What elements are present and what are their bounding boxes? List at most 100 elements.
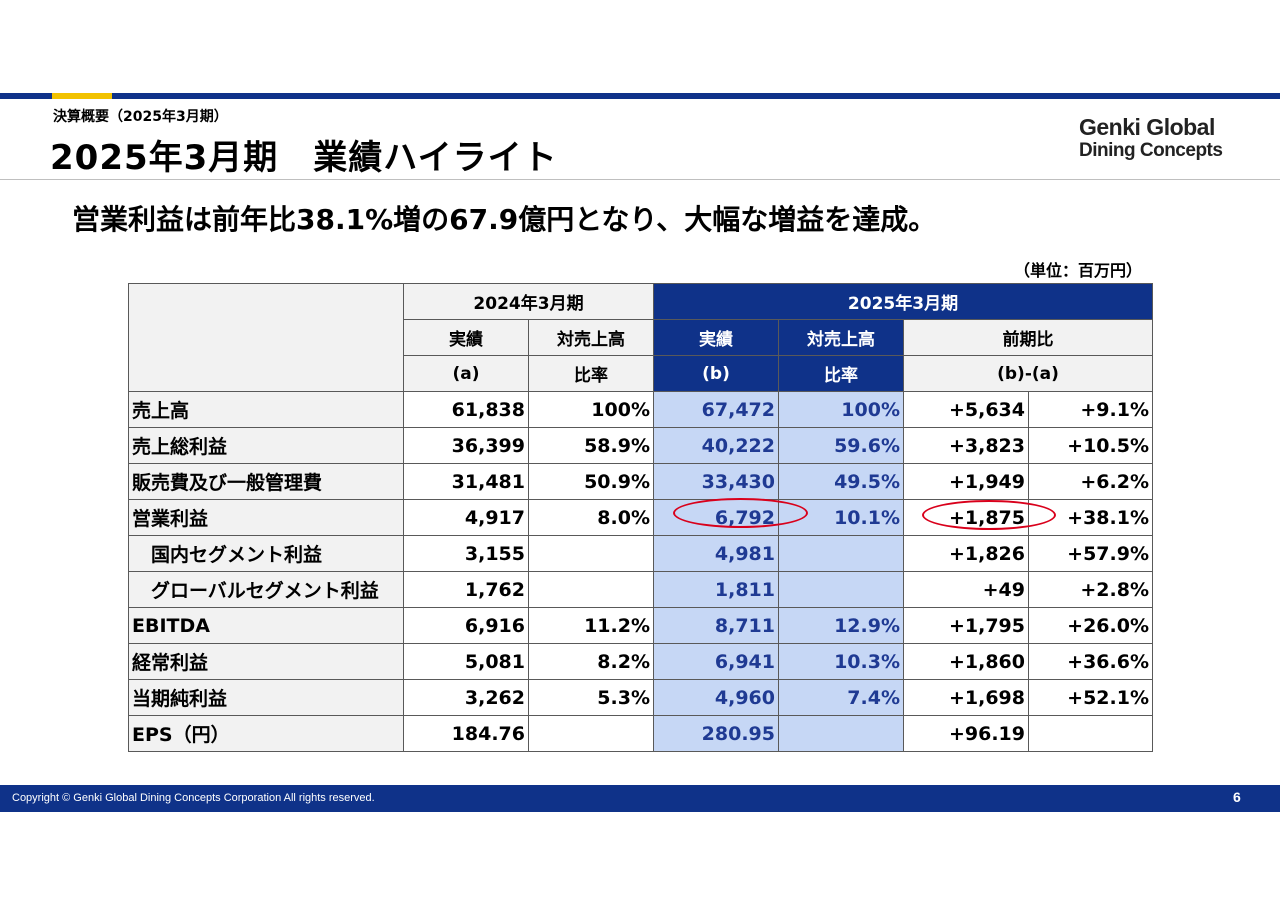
col-header-prev-ratio-1: 対売上高 xyxy=(528,319,654,356)
cell-yoy-diff: +1,795 xyxy=(903,607,1029,644)
cell-prev-ratio: 100% xyxy=(528,391,654,428)
col-header-curr-actual: 実績 xyxy=(653,319,779,356)
cell-prev-actual: 1,762 xyxy=(403,571,529,608)
highlight-circle-operating-profit xyxy=(673,498,808,528)
cell-yoy-diff: +3,823 xyxy=(903,427,1029,464)
table-row: グローバルセグメント利益 1,762 1,811 +49 +2.8% xyxy=(128,571,1153,608)
group-header-curr: 2025年3月期 xyxy=(653,283,1153,320)
cell-prev-ratio: 8.2% xyxy=(528,643,654,680)
row-label: 売上高 xyxy=(128,391,404,428)
cell-curr-ratio: 49.5% xyxy=(778,463,904,500)
cell-curr-ratio: 7.4% xyxy=(778,679,904,716)
cell-yoy-pct: +2.8% xyxy=(1028,571,1153,608)
table-row: 販売費及び一般管理費 31,481 50.9% 33,430 49.5% +1,949 +6… xyxy=(128,463,1153,500)
company-logo: Genki Global Dining Concepts xyxy=(1079,114,1249,161)
row-label: 営業利益 xyxy=(128,499,404,536)
table-row: EBITDA 6,916 11.2% 8,711 12.9% +1,795 +26.0% xyxy=(128,607,1153,644)
cell-yoy-pct: +36.6% xyxy=(1028,643,1153,680)
col-header-a: (a) xyxy=(403,355,529,392)
cell-curr-actual: 67,472 xyxy=(653,391,779,428)
table-row: 売上高 61,838 100% 67,472 100% +5,634 +9.1% xyxy=(128,391,1153,428)
cell-curr-actual: 4,960 xyxy=(653,679,779,716)
table-row: 当期純利益 3,262 5.3% 4,960 7.4% +1,698 +52.1% xyxy=(128,679,1153,716)
col-header-curr-ratio-1: 対売上高 xyxy=(778,319,904,356)
cell-yoy-pct: +6.2% xyxy=(1028,463,1153,500)
row-label: EBITDA xyxy=(128,607,404,644)
cell-curr-actual: 6,941 xyxy=(653,643,779,680)
cell-curr-actual: 33,430 xyxy=(653,463,779,500)
logo-line-2: Dining Concepts xyxy=(1079,140,1223,161)
cell-curr-actual: 40,222 xyxy=(653,427,779,464)
top-accent-bar xyxy=(52,93,112,99)
row-label: 経常利益 xyxy=(128,643,404,680)
row-label: 売上総利益 xyxy=(128,427,404,464)
cell-curr-ratio xyxy=(778,571,904,608)
row-label: 国内セグメント利益 xyxy=(128,535,404,572)
page-title: 2025年3月期 業績ハイライト xyxy=(50,138,558,178)
cell-prev-ratio xyxy=(528,535,654,572)
footer-bar xyxy=(0,785,1280,812)
top-rule xyxy=(0,93,1280,99)
cell-curr-ratio xyxy=(778,535,904,572)
cell-yoy-diff: +1,949 xyxy=(903,463,1029,500)
cell-prev-actual: 3,155 xyxy=(403,535,529,572)
cell-prev-actual: 3,262 xyxy=(403,679,529,716)
cell-curr-actual: 4,981 xyxy=(653,535,779,572)
cell-yoy-diff: +96.19 xyxy=(903,715,1029,752)
table-row: 売上総利益 36,399 58.9% 40,222 59.6% +3,823 +10.5% xyxy=(128,427,1153,464)
row-label: 当期純利益 xyxy=(128,679,404,716)
cell-yoy-pct xyxy=(1028,715,1153,752)
title-divider xyxy=(0,179,1280,180)
col-header-curr-ratio-2: 比率 xyxy=(778,355,904,392)
logo-line-1: Genki Global xyxy=(1079,114,1215,140)
cell-curr-ratio xyxy=(778,715,904,752)
col-header-yoy: 前期比 xyxy=(903,319,1153,356)
cell-prev-actual: 61,838 xyxy=(403,391,529,428)
col-header-b: (b) xyxy=(653,355,779,392)
cell-yoy-pct: +9.1% xyxy=(1028,391,1153,428)
row-label: 販売費及び一般管理費 xyxy=(128,463,404,500)
cell-prev-ratio xyxy=(528,571,654,608)
row-label: EPS（円） xyxy=(128,715,404,752)
cell-yoy-pct: +52.1% xyxy=(1028,679,1153,716)
cell-yoy-pct: +26.0% xyxy=(1028,607,1153,644)
cell-prev-actual: 184.76 xyxy=(403,715,529,752)
cell-yoy-pct: +10.5% xyxy=(1028,427,1153,464)
highlight-circle-operating-profit-diff xyxy=(922,500,1056,530)
cell-curr-ratio: 59.6% xyxy=(778,427,904,464)
page-number: 6 xyxy=(1233,789,1241,805)
cell-prev-ratio xyxy=(528,715,654,752)
cell-yoy-diff: +1,860 xyxy=(903,643,1029,680)
col-header-prev-actual: 実績 xyxy=(403,319,529,356)
cell-curr-actual: 280.95 xyxy=(653,715,779,752)
cell-prev-actual: 5,081 xyxy=(403,643,529,680)
cell-prev-ratio: 58.9% xyxy=(528,427,654,464)
cell-prev-ratio: 8.0% xyxy=(528,499,654,536)
cell-prev-actual: 36,399 xyxy=(403,427,529,464)
cell-yoy-diff: +5,634 xyxy=(903,391,1029,428)
cell-prev-actual: 6,916 xyxy=(403,607,529,644)
cell-curr-actual: 8,711 xyxy=(653,607,779,644)
cell-prev-ratio: 11.2% xyxy=(528,607,654,644)
table-row: 経常利益 5,081 8.2% 6,941 10.3% +1,860 +36.6% xyxy=(128,643,1153,680)
cell-yoy-diff: +1,826 xyxy=(903,535,1029,572)
cell-prev-ratio: 50.9% xyxy=(528,463,654,500)
header-corner xyxy=(128,283,404,392)
cell-prev-actual: 31,481 xyxy=(403,463,529,500)
cell-curr-ratio: 10.3% xyxy=(778,643,904,680)
headline: 営業利益は前年比38.1%増の67.9億円となり、大幅な増益を達成。 xyxy=(72,203,937,236)
group-header-prev: 2024年3月期 xyxy=(403,283,654,320)
cell-curr-ratio: 100% xyxy=(778,391,904,428)
table-row: 国内セグメント利益 3,155 4,981 +1,826 +57.9% xyxy=(128,535,1153,572)
cell-yoy-diff: +49 xyxy=(903,571,1029,608)
unit-label: （単位：百万円） xyxy=(1014,261,1143,280)
cell-prev-ratio: 5.3% xyxy=(528,679,654,716)
cell-yoy-diff: +1,698 xyxy=(903,679,1029,716)
table-row: EPS（円） 184.76 280.95 +96.19 xyxy=(128,715,1153,752)
cell-curr-ratio: 12.9% xyxy=(778,607,904,644)
col-header-diff: (b)-(a) xyxy=(903,355,1153,392)
copyright: Copyright © Genki Global Dining Concepts… xyxy=(12,792,375,804)
col-header-prev-ratio-2: 比率 xyxy=(528,355,654,392)
cell-prev-actual: 4,917 xyxy=(403,499,529,536)
cell-yoy-pct: +57.9% xyxy=(1028,535,1153,572)
